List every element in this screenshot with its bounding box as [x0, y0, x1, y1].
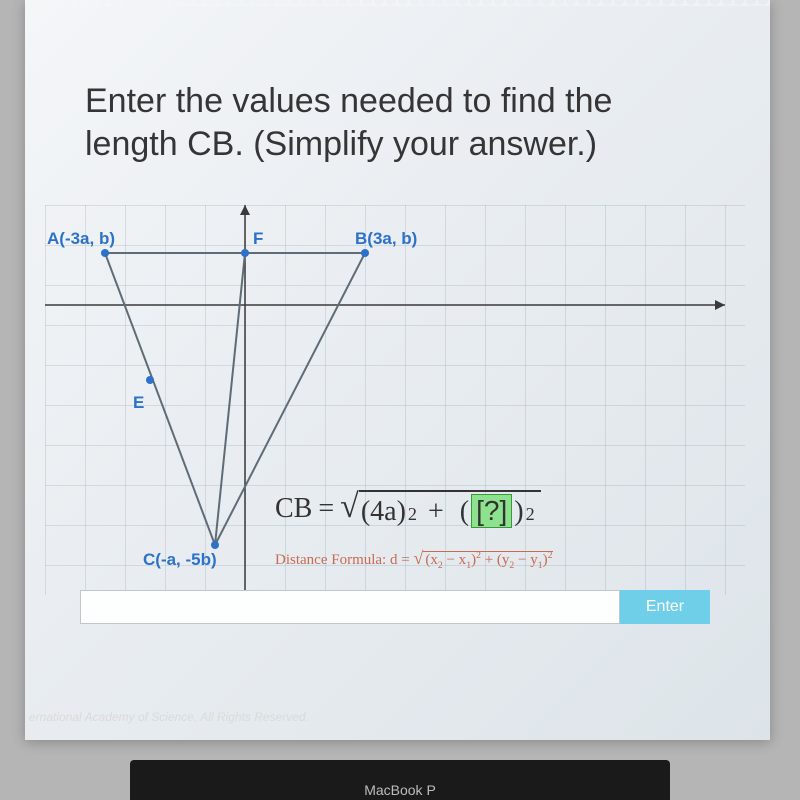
point-A: [101, 249, 109, 257]
dist-lhs: d =: [390, 552, 410, 568]
answer-blank[interactable]: [?]: [471, 494, 512, 528]
label-A: A(-3a, b): [47, 229, 115, 249]
prompt-line-1: Enter the values needed to find the: [85, 82, 612, 120]
first-exp: 2: [408, 504, 417, 525]
segment-FC: [215, 253, 245, 545]
label-F: F: [253, 229, 263, 249]
plus: +: [428, 496, 444, 528]
coordinate-graph: A(-3a, b) F B(3a, b) E C(-a, -5b): [45, 205, 745, 595]
graph-svg: [45, 205, 745, 595]
point-C: [211, 541, 219, 549]
second-exp: 2: [526, 504, 535, 525]
cb-formula: CB = √ (4a)2 + ([?])2: [275, 490, 755, 528]
copyright-footer: ernational Academy of Science. All Right…: [25, 710, 309, 724]
sqrt-icon: √: [340, 490, 359, 528]
first-term-base: (4a): [361, 496, 406, 528]
enter-button[interactable]: Enter: [620, 590, 710, 624]
laptop-brand: MacBook P: [364, 782, 436, 798]
segment-CA: [105, 253, 215, 545]
radicand: (4a)2 + ([?])2: [359, 490, 541, 528]
label-B: B(3a, b): [355, 229, 417, 249]
point-F: [241, 249, 249, 257]
label-C: C(-a, -5b): [143, 550, 217, 570]
y-axis-arrow: [240, 205, 250, 215]
answer-row: Enter: [80, 590, 710, 624]
dist-label: Distance Formula:: [275, 552, 386, 568]
point-B: [361, 249, 369, 257]
worksheet-page: Enter the values needed to find the leng…: [25, 0, 770, 740]
x-axis-arrow: [715, 300, 725, 310]
formula-lhs: CB: [275, 493, 312, 525]
prompt-line-2: length CB. (Simplify your answer.): [85, 125, 597, 163]
formula-eq: =: [318, 493, 334, 525]
distance-formula-hint: Distance Formula: d = √(x2 − x1)2 + (y2 …: [275, 548, 553, 571]
answer-input[interactable]: [80, 590, 620, 624]
point-E: [146, 376, 154, 384]
label-E: E: [133, 393, 144, 413]
torn-edge: [25, 0, 770, 6]
question-prompt: Enter the values needed to find the leng…: [85, 80, 710, 165]
